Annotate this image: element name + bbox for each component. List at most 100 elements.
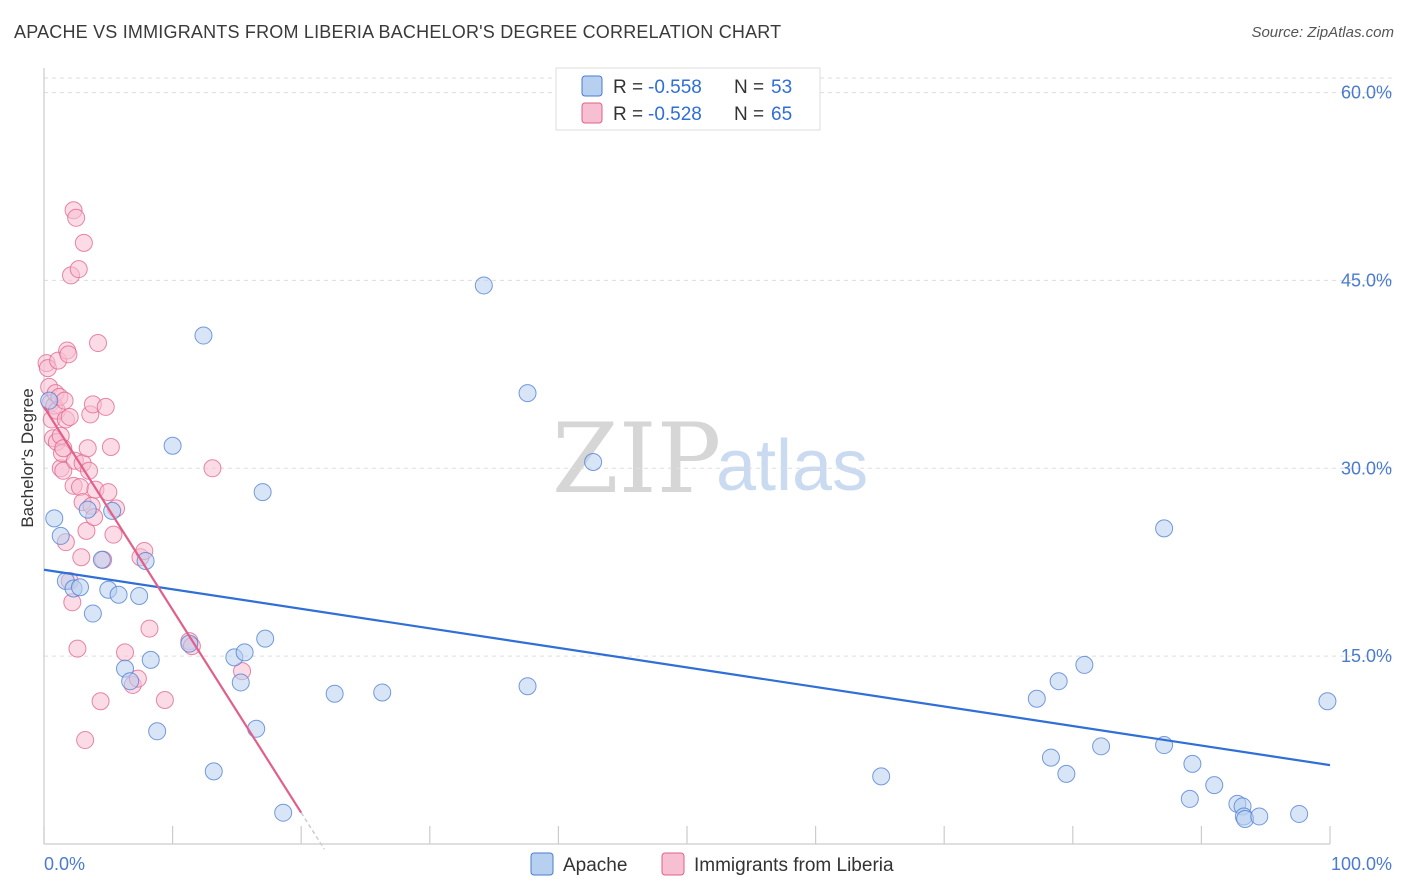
watermark-atlas: atlas xyxy=(716,426,868,506)
series-liberia-points xyxy=(37,201,252,750)
apache-point-6 xyxy=(78,500,97,519)
liberia-point-39 xyxy=(78,439,97,458)
source-credit: Source: ZipAtlas.com xyxy=(1251,24,1394,41)
liberia-point-46 xyxy=(89,334,108,353)
apache-point-14 xyxy=(130,587,149,606)
apache-point-30 xyxy=(373,683,392,702)
y-tick-label-3: 60.0% xyxy=(1341,83,1392,103)
chart-title: APACHE VS IMMIGRANTS FROM LIBERIA BACHEL… xyxy=(14,22,782,42)
grid xyxy=(44,77,1392,657)
liberia-point-51 xyxy=(101,437,120,456)
apache-point-28 xyxy=(274,803,293,822)
liberia-point-52 xyxy=(104,525,123,544)
apache-point-13 xyxy=(121,672,140,691)
legend-r-label-apache: R = xyxy=(613,77,643,98)
legend-r-value-apache: -0.558 xyxy=(648,77,702,98)
apache-point-1 xyxy=(45,509,64,528)
apache-point-21 xyxy=(204,762,223,781)
apache-point-27 xyxy=(256,629,275,648)
legend-n-value-liberia: 65 xyxy=(771,104,792,125)
correlation-legend: R = -0.558 N = 53 R = -0.528 N = 65 xyxy=(555,67,821,131)
trend-lines xyxy=(43,406,1331,850)
liberia-point-16 xyxy=(54,461,73,480)
y-axis-title: Bachelor's Degree xyxy=(18,388,37,527)
apache-point-32 xyxy=(518,384,537,403)
bottom-legend-label-apache: Apache xyxy=(563,855,627,876)
apache-point-36 xyxy=(1027,689,1046,708)
series-apache-points xyxy=(40,276,1337,828)
x-tick-label-max: 100.0% xyxy=(1331,854,1392,874)
y-tick-label-1: 30.0% xyxy=(1341,458,1392,478)
liberia-point-60 xyxy=(155,690,174,709)
legend-r-value-liberia: -0.528 xyxy=(648,104,702,125)
liberia-point-21 xyxy=(59,345,78,364)
liberia-point-50 xyxy=(99,483,118,502)
apache-point-51 xyxy=(1250,807,1269,826)
watermark-zip: ZIP xyxy=(552,403,721,515)
liberia-point-63 xyxy=(203,459,222,478)
legend-n-value-apache: 53 xyxy=(771,77,792,98)
liberia-point-29 xyxy=(67,208,86,227)
bottom-legend-label-liberia: Immigrants from Liberia xyxy=(694,855,894,876)
x-ticks xyxy=(43,826,1331,844)
liberia-point-36 xyxy=(74,233,93,252)
apache-point-15 xyxy=(136,551,155,570)
apache-point-26 xyxy=(253,483,272,502)
apache-point-24 xyxy=(235,643,254,662)
apache-point-0 xyxy=(40,391,59,410)
bottom-legend-swatch-liberia xyxy=(661,852,685,876)
trend-line-liberia-extension xyxy=(300,812,325,850)
apache-point-35 xyxy=(872,767,891,786)
legend-n-label-liberia: N = xyxy=(734,104,764,125)
legend-swatch-liberia xyxy=(581,102,603,124)
liberia-point-23 xyxy=(60,407,79,426)
apache-point-29 xyxy=(325,684,344,703)
apache-point-11 xyxy=(109,585,128,604)
apache-point-20 xyxy=(194,326,213,345)
legend-swatch-apache xyxy=(581,75,603,97)
trend-line-liberia xyxy=(43,406,303,814)
liberia-point-32 xyxy=(71,478,90,497)
apache-point-39 xyxy=(1057,764,1076,783)
liberia-point-30 xyxy=(68,639,87,658)
apache-point-31 xyxy=(474,276,493,295)
apache-point-52 xyxy=(1290,804,1309,823)
y-tick-labels: 15.0% 30.0% 45.0% 60.0% xyxy=(1341,83,1392,667)
apache-point-41 xyxy=(1092,737,1111,756)
apache-point-44 xyxy=(1180,789,1199,808)
apache-point-34 xyxy=(584,453,603,472)
apache-point-33 xyxy=(518,677,537,696)
bottom-legend-swatch-apache xyxy=(530,852,554,876)
apache-point-17 xyxy=(148,722,167,741)
apache-point-5 xyxy=(71,578,90,597)
apache-point-38 xyxy=(1049,672,1068,691)
legend-n-label-apache: N = xyxy=(734,77,764,98)
apache-point-45 xyxy=(1183,754,1202,773)
liberia-point-17 xyxy=(55,391,74,410)
apache-point-25 xyxy=(247,719,266,738)
x-tick-label-min: 0.0% xyxy=(44,854,85,874)
liberia-point-47 xyxy=(91,692,110,711)
trend-line-apache xyxy=(43,568,1331,767)
y-tick-label-2: 45.0% xyxy=(1341,270,1392,290)
liberia-point-49 xyxy=(96,397,115,416)
series-legend: Apache Immigrants from Liberia xyxy=(530,852,894,876)
apache-point-46 xyxy=(1205,776,1224,795)
apache-point-23 xyxy=(231,673,250,692)
liberia-point-37 xyxy=(76,731,95,750)
watermark: ZIP atlas xyxy=(552,403,868,515)
apache-point-42 xyxy=(1155,519,1174,538)
liberia-point-38 xyxy=(77,521,96,540)
apache-point-40 xyxy=(1075,655,1094,674)
apache-point-7 xyxy=(83,604,102,623)
liberia-point-54 xyxy=(116,643,135,662)
y-tick-label-0: 15.0% xyxy=(1341,646,1392,666)
apache-point-8 xyxy=(92,550,111,569)
liberia-point-59 xyxy=(140,619,159,638)
legend-r-label-liberia: R = xyxy=(613,104,643,125)
apache-point-18 xyxy=(163,436,182,455)
liberia-point-33 xyxy=(72,548,91,567)
liberia-point-31 xyxy=(69,260,88,279)
apache-point-16 xyxy=(141,650,160,669)
